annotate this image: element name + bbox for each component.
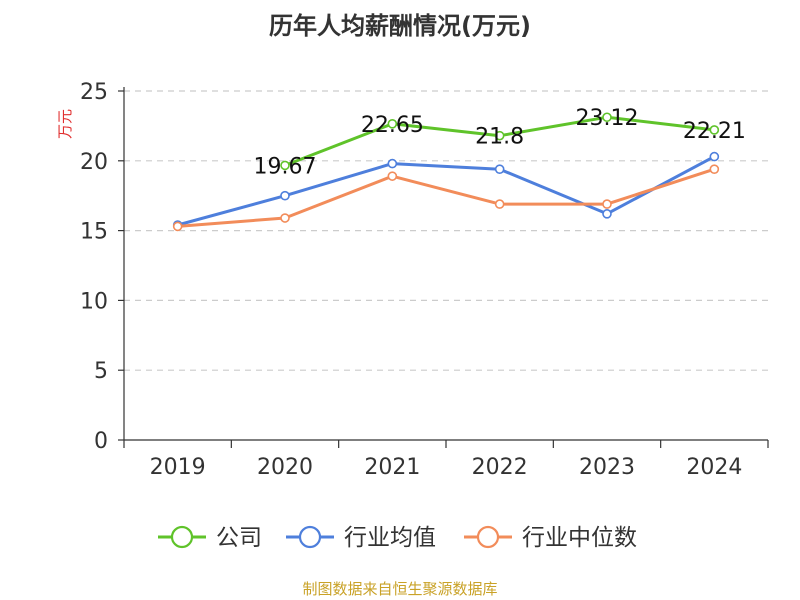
legend-marker-icon: [476, 525, 500, 549]
x-tick-label: 2022: [472, 455, 528, 480]
y-tick-label: 10: [80, 289, 108, 314]
series: [172, 112, 720, 232]
data-point: [494, 199, 505, 209]
source-note: 制图数据来自恒生聚源数据库: [302, 580, 498, 598]
y-tick-label: 15: [80, 220, 108, 245]
data-label: 19.67: [254, 154, 317, 179]
legend-marker-icon: [298, 525, 322, 549]
axes: 0 5 10 15 20 25 2019 2020 2021 2022 2023 2024 万元: [56, 80, 769, 480]
x-tick-label: 2023: [579, 455, 635, 480]
y-axis-unit-label: 万元: [56, 109, 74, 139]
x-tick-label: 2020: [257, 455, 313, 480]
y-tick-label: 20: [80, 150, 108, 175]
legend-label: 行业均值: [344, 525, 436, 551]
x-tick-label: 2021: [364, 455, 420, 480]
y-tick-label: 5: [94, 359, 108, 384]
data-point: [494, 130, 505, 141]
data-point: [172, 221, 183, 232]
data-label: 22.65: [361, 113, 424, 138]
data-point: [387, 171, 398, 181]
data-point: [709, 151, 720, 162]
series-line-1: [177, 155, 716, 227]
data-label: 21.8: [475, 125, 524, 150]
data-labels: 19.67 22.65 21.8 23.12 22.21: [254, 106, 746, 179]
data-point: [602, 209, 612, 219]
x-tick-label: 2024: [686, 455, 742, 480]
legend-marker-icon: [170, 525, 194, 549]
y-tick-label: 0: [94, 429, 108, 454]
grid-lines: [124, 90, 768, 371]
data-point: [280, 213, 290, 223]
data-point: [280, 160, 290, 171]
y-tick-label: 25: [80, 80, 108, 105]
legend-label: 行业中位数: [522, 525, 637, 551]
legend: 公司 行业均值 行业中位数: [158, 525, 637, 551]
data-point: [280, 190, 290, 201]
data-point: [602, 112, 612, 123]
data-point: [709, 125, 720, 135]
data-point: [709, 164, 720, 174]
data-point: [494, 164, 505, 174]
x-tick-label: 2019: [150, 455, 206, 480]
data-point: [602, 199, 612, 209]
data-label: 23.12: [576, 106, 639, 131]
legend-label: 公司: [216, 525, 262, 551]
data-label: 22.21: [683, 119, 746, 144]
chart-title: 历年人均薪酬情况(万元): [269, 12, 531, 40]
series-line-2: [177, 167, 715, 228]
data-point: [387, 119, 398, 129]
data-point: [387, 158, 398, 169]
